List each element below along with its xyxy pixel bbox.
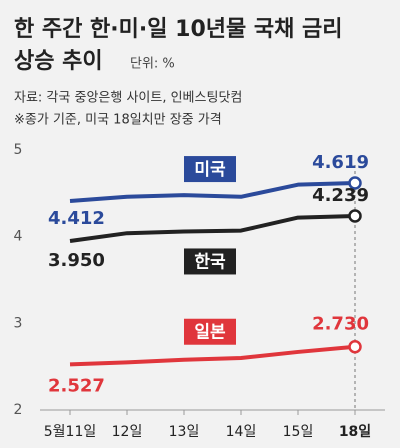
unit: 단위: % <box>130 57 175 72</box>
series-line <box>69 213 356 243</box>
value-label: 3.950 <box>48 250 105 271</box>
value-label: 2.527 <box>48 375 105 396</box>
value-label: 4.412 <box>48 208 105 229</box>
x-tick-label: 5월11일 <box>44 424 96 440</box>
legend-box <box>184 156 236 183</box>
legend-box <box>184 318 236 345</box>
legend-label: 한국 <box>194 252 226 272</box>
note: ※종가 기준, 미국 18일치만 장중 가격 <box>14 113 222 128</box>
legend-box <box>184 248 236 275</box>
y-tick-label: 4 <box>14 229 23 245</box>
x-tick-label: 18일 <box>339 424 371 440</box>
x-tick-label: 14일 <box>226 424 257 440</box>
value-label: 4.239 <box>312 185 369 206</box>
chart-title: 한 주간 한·미·일 10년물 국채 금리 <box>14 17 343 42</box>
chart-title: 상승 추이 <box>14 49 103 74</box>
series-line <box>69 181 356 203</box>
source: 자료: 각국 중앙은행 사이트, 인베스팅닷컴 <box>14 90 242 106</box>
legend-label: 일본 <box>194 323 226 343</box>
value-label: 4.619 <box>312 152 369 173</box>
end-marker <box>348 209 362 223</box>
y-tick-label: 2 <box>14 402 23 418</box>
x-tick-label: 15일 <box>283 424 314 440</box>
y-tick-label: 3 <box>14 315 23 331</box>
end-marker <box>348 339 362 354</box>
y-tick-label: 5 <box>14 142 23 158</box>
x-tick-label: 12일 <box>112 424 143 440</box>
end-marker <box>348 176 362 190</box>
value-label: 2.730 <box>312 314 369 335</box>
x-tick-label: 13일 <box>169 424 200 440</box>
legend-label: 미국 <box>194 160 226 180</box>
series-line <box>69 344 356 367</box>
